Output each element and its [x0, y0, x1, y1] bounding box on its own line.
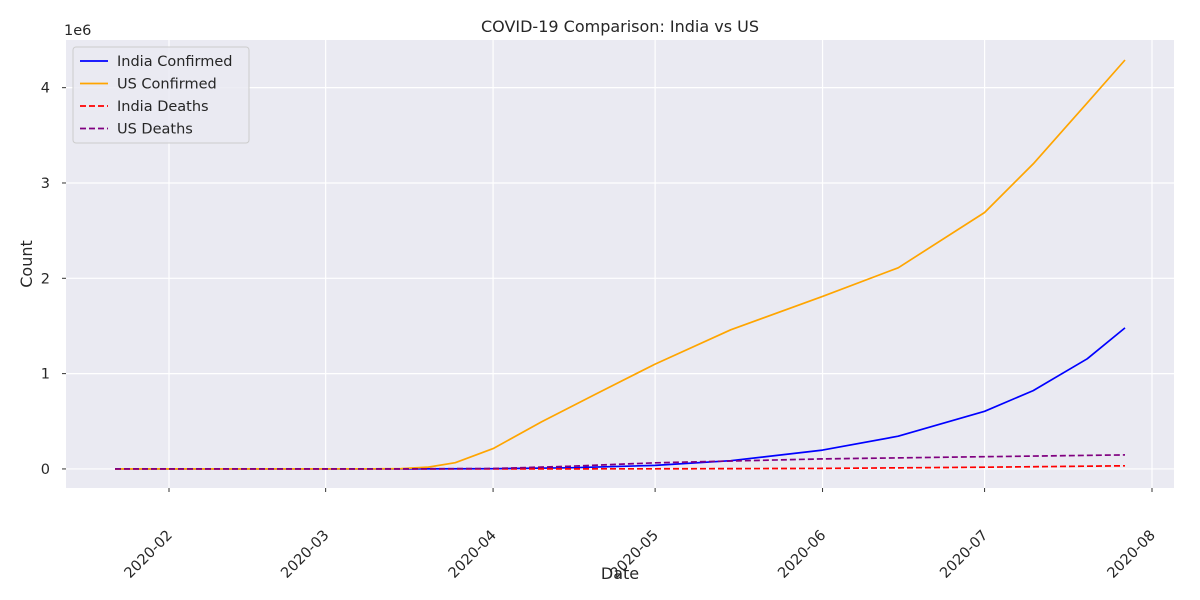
y-axis-label: Count — [17, 240, 36, 288]
x-axis-label: Date — [601, 564, 639, 583]
chart-title: COVID-19 Comparison: India vs US — [481, 17, 759, 36]
legend-items: India Confirmed US Confirmed India Deaths U… — [80, 54, 232, 138]
legend-box — [72, 46, 250, 144]
legend-label: US Confirmed — [117, 77, 217, 93]
y-tick-label: 4 — [41, 81, 50, 97]
series-line — [115, 454, 1126, 470]
series-line — [114, 59, 1126, 470]
y-tick-label: 0 — [41, 462, 50, 478]
series-layer — [114, 59, 1126, 470]
legend: India Confirmed US Confirmed India Deaths U… — [72, 46, 250, 144]
y-tick-label: 1 — [41, 367, 50, 383]
y-tick-label: 2 — [41, 271, 50, 287]
plot-area — [66, 40, 1174, 488]
y-offset-label: 1e6 — [64, 23, 91, 39]
legend-label: US Deaths — [117, 122, 193, 138]
legend-label: India Confirmed — [117, 54, 232, 70]
y-tick-label: 3 — [41, 176, 50, 192]
y-axis-ticks: 0 1 2 3 4 — [41, 81, 66, 478]
legend-label: India Deaths — [117, 99, 209, 115]
